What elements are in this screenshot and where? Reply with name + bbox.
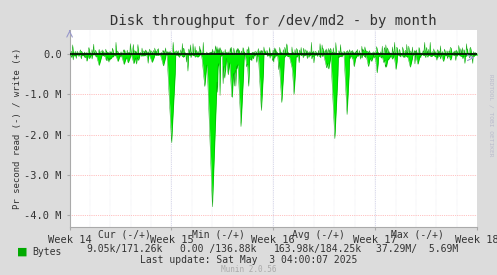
Text: ■: ■ [17,247,28,257]
Text: Max (-/+): Max (-/+) [391,230,444,240]
Text: Min (-/+): Min (-/+) [192,230,245,240]
Text: 163.98k/184.25k: 163.98k/184.25k [274,244,362,254]
Text: Bytes: Bytes [32,247,62,257]
Text: Cur (-/+): Cur (-/+) [98,230,151,240]
Text: Munin 2.0.56: Munin 2.0.56 [221,265,276,274]
Text: 37.29M/  5.69M: 37.29M/ 5.69M [376,244,459,254]
Text: Last update: Sat May  3 04:00:07 2025: Last update: Sat May 3 04:00:07 2025 [140,255,357,265]
Y-axis label: Pr second read (-) / write (+): Pr second read (-) / write (+) [12,48,22,209]
Text: 0.00 /136.88k: 0.00 /136.88k [180,244,257,254]
Title: Disk throughput for /dev/md2 - by month: Disk throughput for /dev/md2 - by month [110,14,437,28]
Text: RRDTOOL / TOBI OETIKER: RRDTOOL / TOBI OETIKER [488,74,493,157]
Text: Avg (-/+): Avg (-/+) [292,230,344,240]
Text: 9.05k/171.26k: 9.05k/171.26k [86,244,163,254]
